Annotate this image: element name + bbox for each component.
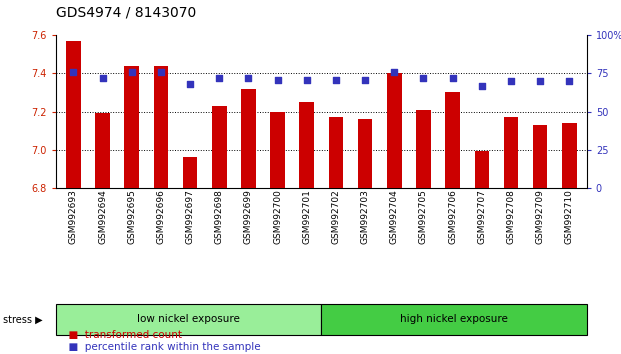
Bar [358,119,373,188]
Bar [66,41,81,188]
Point [477,83,487,88]
Bar [416,110,431,188]
Bar [504,117,519,188]
Text: GDS4974 / 8143070: GDS4974 / 8143070 [56,5,196,19]
Point [331,77,341,82]
Bar [299,102,314,188]
Point [506,78,516,84]
Bar [153,66,168,188]
Point [97,75,107,81]
Point [564,78,574,84]
Point [68,69,78,75]
Point [535,78,545,84]
Point [214,75,224,81]
Bar [183,157,197,188]
Bar [533,125,548,188]
Text: low nickel exposure: low nickel exposure [137,314,240,325]
Point [389,69,399,75]
Point [127,69,137,75]
Point [448,75,458,81]
Bar [445,92,460,188]
Text: high nickel exposure: high nickel exposure [400,314,508,325]
Point [273,77,283,82]
Text: ■  transformed count: ■ transformed count [62,330,182,340]
Text: ■  percentile rank within the sample: ■ percentile rank within the sample [62,342,261,352]
Text: stress ▶: stress ▶ [3,314,43,325]
Bar [212,106,227,188]
Bar [270,112,285,188]
Point [156,69,166,75]
Bar [95,113,110,188]
Point [360,77,370,82]
Bar [124,66,139,188]
Point [243,75,253,81]
Bar [562,123,577,188]
Bar [387,74,402,188]
Point [185,81,195,87]
Bar [474,152,489,188]
Point [419,75,428,81]
Bar [241,89,256,188]
Bar [329,117,343,188]
Point [302,77,312,82]
